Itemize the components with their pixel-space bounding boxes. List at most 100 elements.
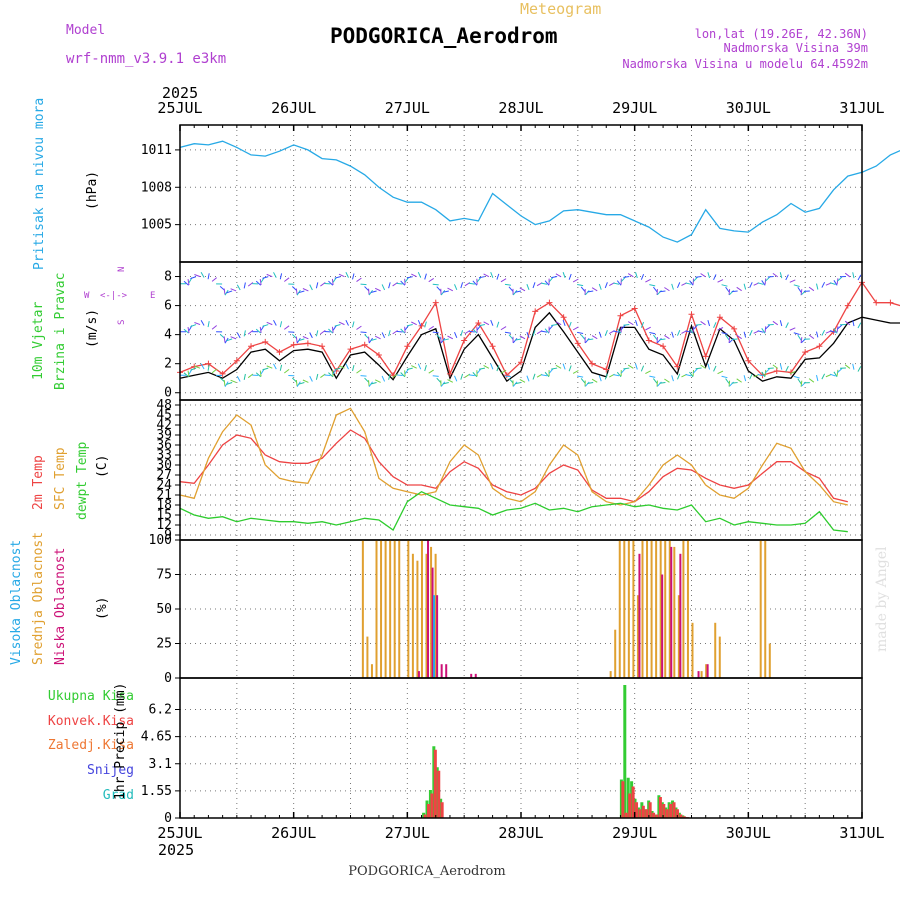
bar-konvek-kisa [669, 804, 673, 818]
wind-direction-arrow [743, 331, 747, 338]
y-tick-label: 12 [156, 518, 172, 533]
wind-direction-arrow [540, 374, 548, 377]
wind-direction-arrow [262, 324, 269, 327]
wind-direction-arrow [736, 378, 742, 383]
wind-direction-arrow [685, 282, 692, 285]
wind-direction-arrow [526, 331, 530, 338]
wind-direction-arrow [500, 326, 507, 331]
bar-niska-oblacnost [431, 567, 434, 678]
day-tick-label: 27JUL [385, 824, 430, 842]
y-tick-label: 6 [164, 299, 172, 314]
wind-direction-arrow [757, 282, 764, 285]
wind-direction-arrow [279, 364, 283, 371]
bar-srednja-oblacnost [609, 671, 612, 678]
wind-direction-arrow [368, 336, 370, 343]
wind-direction-arrow [664, 287, 670, 292]
wind-direction-arrow [266, 365, 273, 369]
day-tick-label: 29JUL [612, 824, 657, 842]
wind-direction-arrow [490, 363, 494, 370]
wind-direction-arrow [472, 280, 478, 286]
wind-direction-arrow [640, 321, 645, 328]
wind-direction-arrow [284, 277, 290, 282]
wind-direction-arrow [478, 276, 485, 279]
wind-direction-arrow [736, 334, 742, 340]
precipitation-panel: 0 1.55 3.1 4.65 6.2 [141, 677, 863, 826]
wind-direction-arrow [315, 373, 319, 380]
year-bottom: 2025 [158, 841, 194, 859]
bar-srednja-oblacnost [655, 540, 658, 678]
wind-direction-arrow [743, 283, 747, 290]
wind-direction-arrow [645, 326, 651, 331]
wind-direction-arrow [298, 338, 305, 342]
wind-direction-arrow [432, 283, 439, 286]
gust-marker [375, 351, 382, 358]
wind-direction-arrow [544, 280, 550, 286]
gust-marker [475, 320, 482, 327]
y-tick-label: 30 [156, 458, 172, 473]
wind-direction-arrow [388, 373, 391, 380]
wind-direction-arrow [725, 378, 730, 384]
wind-direction-arrow [532, 282, 536, 289]
wind-direction-arrow [259, 326, 262, 333]
y-tick-label: 21 [156, 488, 172, 503]
day-tick-label: 30JUL [726, 824, 771, 842]
day-tick-label: 25JUL [157, 99, 202, 117]
wind-direction-arrow [713, 365, 717, 372]
wind-direction-arrow [478, 324, 485, 327]
wind-direction-arrow [800, 380, 803, 387]
temp-ylabel: (C) [95, 455, 110, 478]
model-name: wrf-nmm_v3.9.1 e3km [66, 51, 226, 67]
bar-srednja-oblacnost [668, 540, 671, 678]
wind-direction-arrow [338, 365, 345, 369]
wind-direction-arrow [731, 382, 738, 384]
bar-niska-oblacnost [427, 540, 430, 678]
wind-direction-arrow [338, 321, 345, 326]
wind-direction-arrow [577, 283, 584, 287]
wind-direction-arrow [584, 338, 590, 344]
wind-direction-arrow [483, 364, 490, 369]
wind-direction-arrow [370, 338, 377, 341]
wind-direction-arrow [540, 330, 548, 333]
gust-marker [844, 302, 851, 309]
wind-direction-arrow [432, 331, 439, 334]
wind-direction-arrow [572, 326, 579, 331]
bar-srednja-oblacnost [764, 540, 767, 678]
wind-direction-arrow [749, 282, 753, 288]
bar-konvek-kisa [433, 749, 437, 819]
bar-konvek-kisa [430, 793, 434, 818]
wind-direction-arrow [368, 289, 373, 296]
y-tick-label: 9 [164, 528, 172, 543]
wind-direction-arrow [789, 279, 796, 283]
wind-direction-arrow [568, 321, 572, 328]
wind-direction-arrow [772, 320, 779, 326]
wind-direction-arrow [266, 321, 273, 326]
wind-direction-arrow [295, 380, 298, 387]
y-tick-label: 27 [156, 468, 172, 483]
gust-marker [660, 343, 667, 350]
gust-marker [802, 349, 809, 356]
wind-direction-arrow [315, 330, 319, 337]
y-tick-label: 0 [164, 811, 172, 826]
bar-srednja-oblacnost [659, 540, 662, 678]
wind-direction-arrow [442, 338, 449, 341]
cloud-ylabel: (%) [95, 597, 110, 620]
wind-title-1: 10m Vjetar [31, 302, 46, 380]
wind-direction-arrow [262, 276, 269, 279]
wind-direction-arrow [309, 332, 313, 339]
gust-marker [290, 341, 297, 348]
wind-direction-arrow [315, 282, 319, 289]
y-tick-label: 39 [156, 428, 172, 443]
wind-direction-arrow [483, 321, 490, 326]
wind-direction-arrow [447, 287, 454, 292]
wind-direction-arrow [183, 280, 189, 286]
wind-direction-arrow [273, 319, 277, 326]
wind-direction-arrow [652, 286, 658, 293]
top-time-axis: 25JUL 26JUL 27JUL 28JUL 29JUL 30JUL 31JUL [157, 99, 885, 131]
wind-direction-arrow [562, 363, 566, 370]
wind-direction-arrow [689, 328, 694, 334]
wind-direction-arrow [352, 321, 355, 328]
wind-direction-arrow [200, 363, 205, 370]
wind-panel: 0 2 4 6 8 [164, 261, 900, 401]
wind-direction-arrow [417, 272, 422, 278]
wind-direction-arrow [320, 373, 326, 378]
